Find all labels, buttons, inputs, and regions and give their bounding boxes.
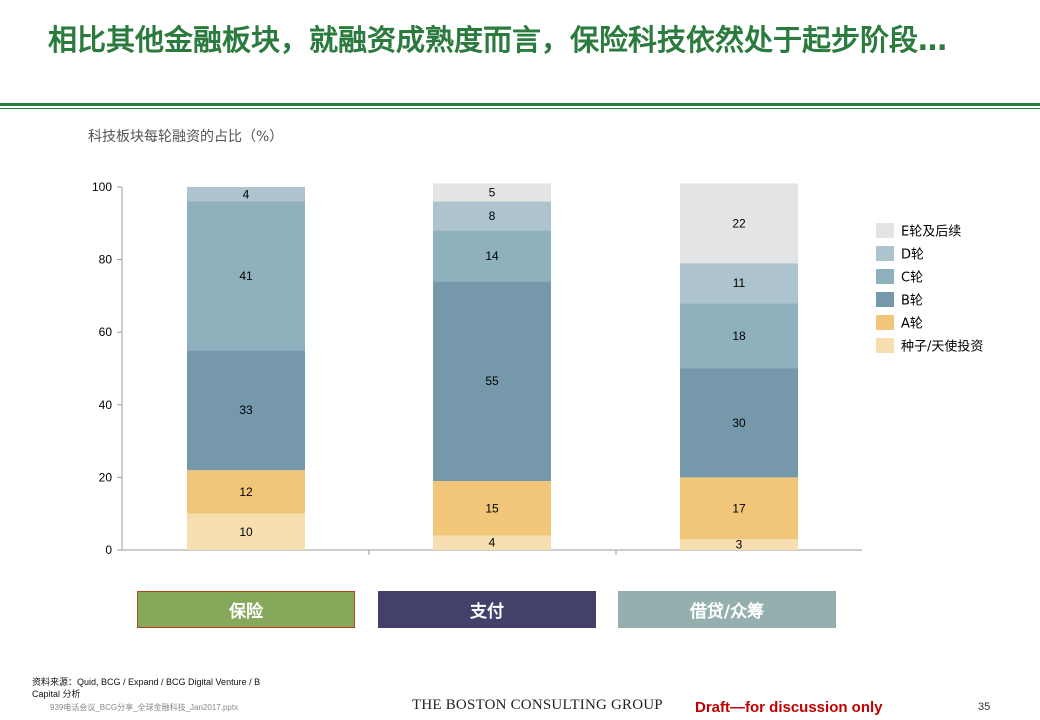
title-divider <box>0 103 1040 106</box>
legend-swatch <box>876 223 894 238</box>
data-label: 14 <box>485 249 499 263</box>
category-button-payments[interactable]: 支付 <box>378 591 596 628</box>
legend-label: E轮及后续 <box>901 225 961 240</box>
legend-label: B轮 <box>901 294 923 309</box>
draft-notice: Draft—for discussion only <box>695 699 883 716</box>
bar-segment <box>187 350 305 471</box>
page-number: 35 <box>978 701 991 713</box>
legend-swatch <box>876 315 894 330</box>
bar-segment <box>433 535 551 550</box>
bar-segment <box>187 470 305 514</box>
bar-segment <box>433 481 551 536</box>
y-tick-label: 100 <box>92 180 112 194</box>
page-title: 相比其他金融板块，就融资成熟度而言，保险科技依然处于起步阶段… <box>48 23 948 57</box>
bar-segment <box>680 368 798 478</box>
data-label: 4 <box>489 536 496 550</box>
data-label: 55 <box>485 374 499 388</box>
category-label: 支付 <box>470 602 504 622</box>
bar-segment <box>680 183 798 264</box>
legend-label: A轮 <box>901 317 923 332</box>
bar-segment <box>680 263 798 304</box>
data-label: 4 <box>243 187 250 201</box>
data-label: 10 <box>239 525 253 539</box>
data-label: 33 <box>239 403 253 417</box>
bar-segment <box>187 201 305 351</box>
data-label: 3 <box>736 538 743 552</box>
file-name: 939电话会议_BCG分享_全球金融科技_Jan2017.pptx <box>50 703 239 712</box>
bar-segment <box>187 187 305 202</box>
category-button-lending[interactable]: 借贷/众筹 <box>618 591 836 628</box>
data-label: 15 <box>485 501 499 515</box>
bar-segment <box>187 513 305 550</box>
legend-swatch <box>876 292 894 307</box>
data-label: 12 <box>239 485 253 499</box>
legend-swatch <box>876 246 894 261</box>
data-label: 5 <box>489 185 496 199</box>
legend-label: D轮 <box>901 248 924 263</box>
chart-subtitle: 科技板块每轮融资的占比（%） <box>88 129 284 145</box>
bar-segment <box>433 201 551 231</box>
legend-label: C轮 <box>901 271 923 286</box>
y-tick-label: 20 <box>99 470 113 484</box>
bcg-logo: THE BOSTON CONSULTING GROUP <box>412 697 663 713</box>
y-tick-label: 40 <box>99 398 113 412</box>
legend-swatch <box>876 338 894 353</box>
source-note: 资料来源：Quid, BCG / Expand / BCG Digital Ve… <box>32 677 261 699</box>
data-label: 22 <box>732 216 746 230</box>
bar-segment <box>680 477 798 540</box>
data-label: 11 <box>733 276 746 290</box>
bar-segment <box>433 183 551 202</box>
y-tick-label: 60 <box>99 325 113 339</box>
legend-label: 种子/天使投资 <box>901 339 983 355</box>
y-tick-label: 80 <box>99 253 113 267</box>
y-tick-label: 0 <box>105 543 112 557</box>
data-label: 30 <box>732 416 746 430</box>
title-divider-thin <box>0 108 1040 109</box>
bar-segment <box>433 281 551 482</box>
bar-segment <box>680 539 798 550</box>
data-label: 41 <box>239 269 253 283</box>
data-label: 18 <box>732 329 746 343</box>
category-button-insurance[interactable]: 保险 <box>137 591 355 628</box>
bar-segment <box>433 230 551 282</box>
bar-segment <box>680 303 798 369</box>
category-label: 保险 <box>229 602 263 622</box>
data-label: 8 <box>489 209 496 223</box>
data-label: 17 <box>732 501 746 515</box>
category-label: 借贷/众筹 <box>689 602 765 622</box>
legend-swatch <box>876 269 894 284</box>
